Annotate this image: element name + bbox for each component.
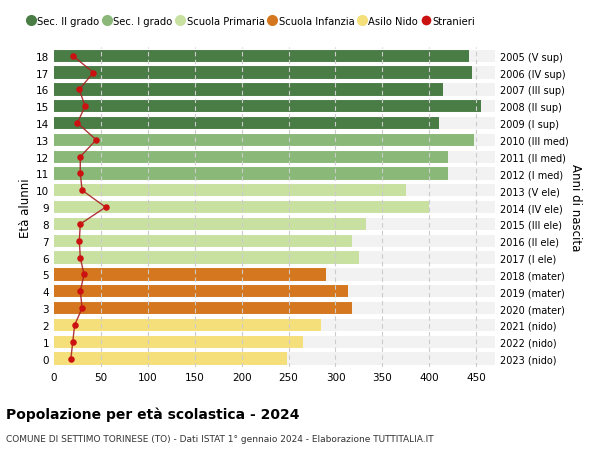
Point [101,204,110,212]
Bar [54,318,322,332]
Bar [54,117,495,131]
Bar [54,285,347,299]
Bar [54,184,495,198]
Bar [54,134,495,148]
Bar [54,251,495,265]
Point [73,120,82,128]
Point [74,238,84,245]
Point [68,338,77,346]
Bar [54,117,439,131]
Bar [54,268,495,282]
Text: Popolazione per età scolastica - 2024: Popolazione per età scolastica - 2024 [6,406,299,421]
Bar [54,66,495,80]
Bar [54,167,448,181]
Bar [54,352,495,366]
Point [80,103,90,111]
Point [89,70,98,77]
Bar [54,201,430,215]
Bar [54,318,495,332]
Bar [54,83,495,97]
Legend: Sec. II grado, Sec. I grado, Scuola Primaria, Scuola Infanzia, Asilo Nido, Stran: Sec. II grado, Sec. I grado, Scuola Prim… [28,17,475,27]
Bar [54,234,495,248]
Bar [54,335,302,349]
Bar [54,167,495,181]
Bar [54,184,406,198]
Point [76,221,85,228]
Text: COMUNE DI SETTIMO TORINESE (TO) - Dati ISTAT 1° gennaio 2024 - Elaborazione TUTT: COMUNE DI SETTIMO TORINESE (TO) - Dati I… [6,434,434,443]
Point [74,86,84,94]
Bar [54,335,495,349]
Bar [54,150,448,164]
Bar [54,50,469,64]
Y-axis label: Età alunni: Età alunni [19,178,32,237]
Bar [54,285,495,299]
Bar [54,201,495,215]
Bar [54,134,475,148]
Point [91,137,101,144]
Bar [54,251,359,265]
Point [76,170,85,178]
Point [76,288,85,295]
Bar [54,150,495,164]
Point [68,53,77,60]
Point [76,254,85,262]
Bar [54,100,495,114]
Y-axis label: Anni di nascita: Anni di nascita [569,164,583,251]
Bar [54,218,365,232]
Bar [54,218,495,232]
Bar [54,234,352,248]
Point [77,305,87,312]
Point [76,154,85,161]
Bar [54,268,326,282]
Bar [54,301,352,316]
Point [70,322,79,329]
Point [77,187,87,195]
Bar [54,301,495,316]
Point [66,355,76,363]
Bar [54,352,287,366]
Bar [54,66,472,80]
Bar [54,50,495,64]
Bar [54,100,481,114]
Bar [54,83,443,97]
Point [79,271,89,279]
